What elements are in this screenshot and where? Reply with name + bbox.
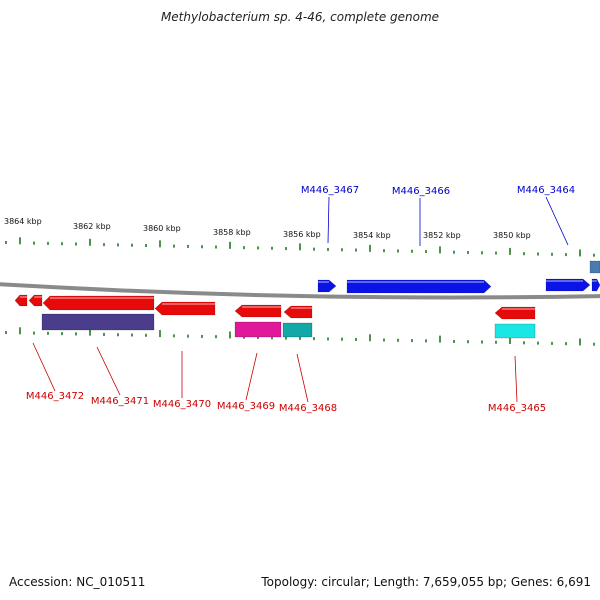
forward-cds-box[interactable] — [589, 260, 600, 274]
reverse-gene-label[interactable]: M446_3465 — [488, 403, 546, 414]
kbp-label: 3860 kbp — [143, 224, 181, 233]
reverse-leader-line — [96, 346, 121, 396]
kbp-label: 3862 kbp — [73, 222, 111, 231]
reverse-leader-line — [296, 353, 309, 403]
forward-gene-arrow[interactable] — [317, 279, 337, 293]
forward-leader-line — [327, 196, 330, 244]
forward-gene-label[interactable]: M446_3466 — [392, 186, 450, 197]
reverse-leader-line — [514, 355, 518, 403]
kbp-label: 3856 kbp — [283, 230, 321, 239]
reverse-gene-label[interactable]: M446_3469 — [217, 401, 275, 412]
gene-shapes — [14, 260, 600, 339]
reverse-gene-arrow[interactable] — [283, 305, 313, 319]
forward-gene-arrow[interactable] — [545, 278, 591, 292]
reverse-gene-arrow-sheen — [242, 306, 281, 308]
genome-title: Methylobacterium sp. 4-46, complete geno… — [160, 10, 440, 24]
reverse-gene-label[interactable]: M446_3468 — [279, 403, 337, 414]
cds-box-purple[interactable] — [41, 313, 155, 331]
forward-gene-arrow-sheen — [546, 280, 583, 282]
kbp-label: 3864 kbp — [4, 217, 42, 226]
cds-box-cyan[interactable] — [494, 323, 536, 339]
reverse-gene-label[interactable]: M446_3472 — [26, 391, 84, 402]
reverse-gene-arrow-sheen — [50, 297, 154, 299]
reverse-leader-line — [245, 352, 258, 401]
reverse-gene-label[interactable]: M446_3470 — [153, 399, 211, 410]
gene-labels: M446_3467 M446_3466 M446_3464 M446_3472 M446… — [26, 185, 575, 414]
reverse-gene-label[interactable]: M446_3471 — [91, 396, 149, 407]
kbp-label: 3852 kbp — [423, 231, 461, 240]
forward-gene-arrow-sheen — [592, 280, 597, 282]
genome-backbone — [0, 282, 600, 300]
reverse-gene-arrow[interactable] — [14, 294, 28, 307]
reverse-gene-arrow[interactable] — [494, 306, 536, 320]
ticks-upper — [5, 237, 595, 257]
reverse-gene-arrow-sheen — [34, 296, 42, 298]
kbp-label: 3858 kbp — [213, 228, 251, 237]
topology-summary: Topology: circular; Length: 7,659,055 bp… — [261, 575, 591, 589]
forward-gene-label[interactable]: M446_3467 — [301, 185, 359, 196]
kbp-label: 3850 kbp — [493, 231, 531, 240]
accession-text: Accession: NC_010511 — [9, 575, 146, 589]
ticks-lower — [5, 327, 595, 346]
reverse-gene-arrow[interactable] — [28, 294, 43, 307]
forward-gene-label[interactable]: M446_3464 — [517, 185, 575, 196]
reverse-gene-arrow-sheen — [162, 303, 215, 305]
label-leaders — [32, 196, 569, 403]
forward-gene-arrow[interactable] — [346, 279, 492, 294]
reverse-gene-arrow-sheen — [291, 307, 312, 309]
kbp-label: 3854 kbp — [353, 231, 391, 240]
reverse-gene-arrow[interactable] — [42, 295, 155, 311]
forward-gene-arrow-sheen — [347, 281, 484, 283]
reverse-gene-arrow-sheen — [19, 296, 27, 298]
forward-gene-arrow-sheen — [318, 281, 329, 283]
reverse-gene-arrow[interactable] — [154, 301, 216, 316]
cds-box-teal[interactable] — [282, 322, 313, 338]
forward-leader-line — [545, 196, 569, 246]
reverse-leader-line — [32, 342, 56, 392]
reverse-gene-arrow-sheen — [502, 308, 535, 310]
forward-gene-arrow[interactable] — [591, 278, 600, 292]
cds-box-magenta[interactable] — [234, 321, 282, 338]
reverse-gene-arrow[interactable] — [234, 304, 282, 318]
kbp-labels: 3864 kbp 3862 kbp 3860 kbp 3858 kbp 3856 kbp… — [4, 217, 531, 240]
